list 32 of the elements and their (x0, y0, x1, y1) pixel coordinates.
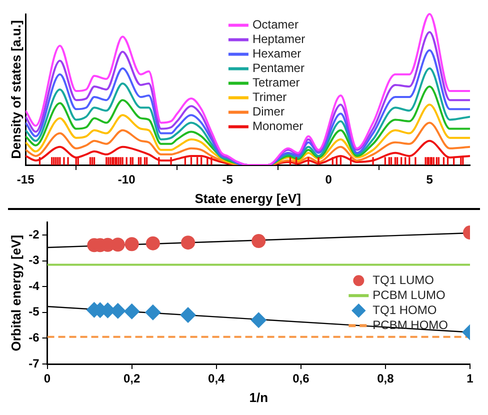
x-tick-label: 1 (466, 372, 474, 386)
legend-label: TQ1 LUMO (372, 272, 434, 287)
legend-label: Trimer (252, 90, 287, 104)
legend-label: Tetramer (252, 76, 300, 90)
x-tick-label: 0,6 (292, 372, 310, 386)
x-tick-label: 0,4 (208, 372, 226, 386)
y-tick-label: -7 (28, 356, 40, 370)
x-axis-title: State energy [eV] (194, 190, 301, 206)
legend-label: TQ1 HOMO (372, 302, 437, 317)
x-tick-label: -5 (222, 172, 234, 187)
x-axis-title: 1/n (249, 390, 268, 405)
y-axis-title: Density of states [a.u.] (8, 20, 24, 159)
legend-label: Hexamer (252, 46, 302, 61)
y-tick-label: -5 (28, 304, 40, 319)
legend-label: Monomer (252, 119, 304, 134)
legend-label: Octamer (252, 18, 298, 32)
y-tick-label: -4 (28, 278, 40, 293)
legend-label: PCBM LUMO (372, 288, 446, 302)
x-tick-label: 0 (44, 372, 51, 386)
y-tick-label: -3 (28, 253, 40, 268)
x-tick-label: 5 (426, 172, 434, 187)
legend-label: Pentamer (252, 61, 304, 76)
y-tick-label: -6 (28, 330, 40, 345)
legend-label: Dimer (252, 104, 284, 119)
legend-label: Heptamer (252, 32, 306, 46)
x-tick-label: -15 (16, 172, 35, 187)
y-tick-label: -2 (28, 227, 40, 242)
x-tick-label: 0,2 (123, 372, 140, 386)
x-tick-label: -10 (118, 172, 136, 187)
y-axis-title: Orbital energy [eV] (8, 234, 24, 352)
x-tick-label: 0,8 (377, 372, 394, 386)
x-tick-label: 0 (325, 172, 332, 187)
